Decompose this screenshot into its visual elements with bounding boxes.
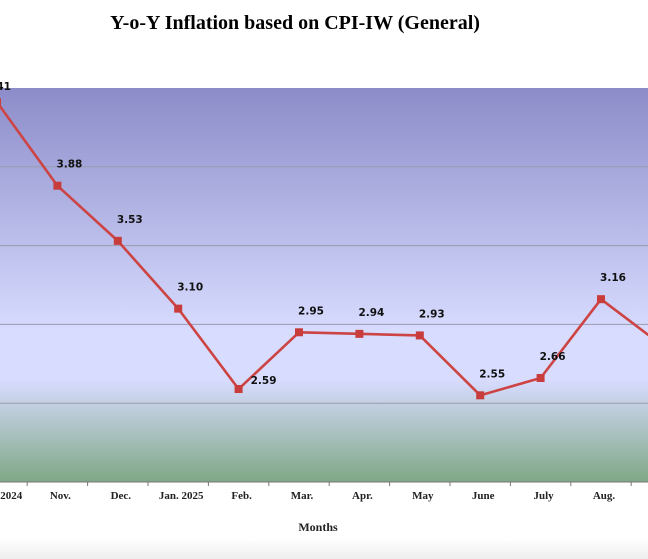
x-axis [0, 481, 648, 486]
data-point-marker [53, 181, 62, 190]
data-point-marker [536, 373, 545, 382]
x-tick-label: July [534, 490, 555, 502]
series-line: 4.41 3.88 3.53 3.10 2.59 2.95 2.94 2.93 2.55 2.66… [0, 81, 648, 400]
data-label: 2.55 [479, 368, 505, 380]
data-point-marker [113, 236, 122, 245]
x-tick-label: May [412, 490, 434, 502]
x-tick-label: Nov. [50, 490, 71, 502]
x-tick-label: Dec. [111, 490, 132, 502]
data-label: 3.10 [177, 282, 203, 294]
x-tick-label: Aug. [593, 490, 616, 502]
data-label: 2.94 [358, 307, 384, 319]
data-point-marker [597, 295, 605, 304]
data-point-marker [0, 98, 1, 107]
x-axis-title: Months [298, 520, 338, 534]
series-polyline [0, 104, 648, 397]
page-bottom-strip [0, 538, 648, 559]
x-tick-label: Apr. [352, 490, 373, 502]
data-point-marker [295, 328, 303, 337]
plot-area [0, 88, 648, 482]
data-label: 2.95 [298, 305, 324, 317]
x-tick-label: Jan. 2025 [159, 490, 204, 502]
x-tick-label: June [472, 490, 495, 502]
data-point-marker [174, 304, 183, 313]
data-point-marker [234, 385, 243, 394]
data-point-marker [415, 331, 424, 340]
x-tick-label: Feb. [231, 490, 252, 502]
data-point-marker [476, 391, 485, 400]
x-tick-label: Oct. 2024 [0, 490, 23, 502]
data-label: 2.93 [419, 308, 445, 320]
x-tick-label: Mar. [291, 490, 314, 502]
data-label: 3.53 [117, 214, 143, 226]
x-tick-labels: Oct. 2024 Nov. Dec. Jan. 2025 Feb. Mar. Apr. Ma… [0, 490, 616, 502]
data-label: 3.16 [600, 272, 626, 284]
data-label: 2.59 [251, 375, 277, 387]
data-point-marker [355, 329, 364, 338]
data-label: 2.66 [540, 351, 566, 363]
chart-title: Y-o-Y Inflation based on CPI-IW (General… [110, 12, 480, 34]
data-label: 4.41 [0, 81, 11, 93]
gridlines [0, 166, 648, 404]
data-label: 3.88 [56, 159, 82, 171]
